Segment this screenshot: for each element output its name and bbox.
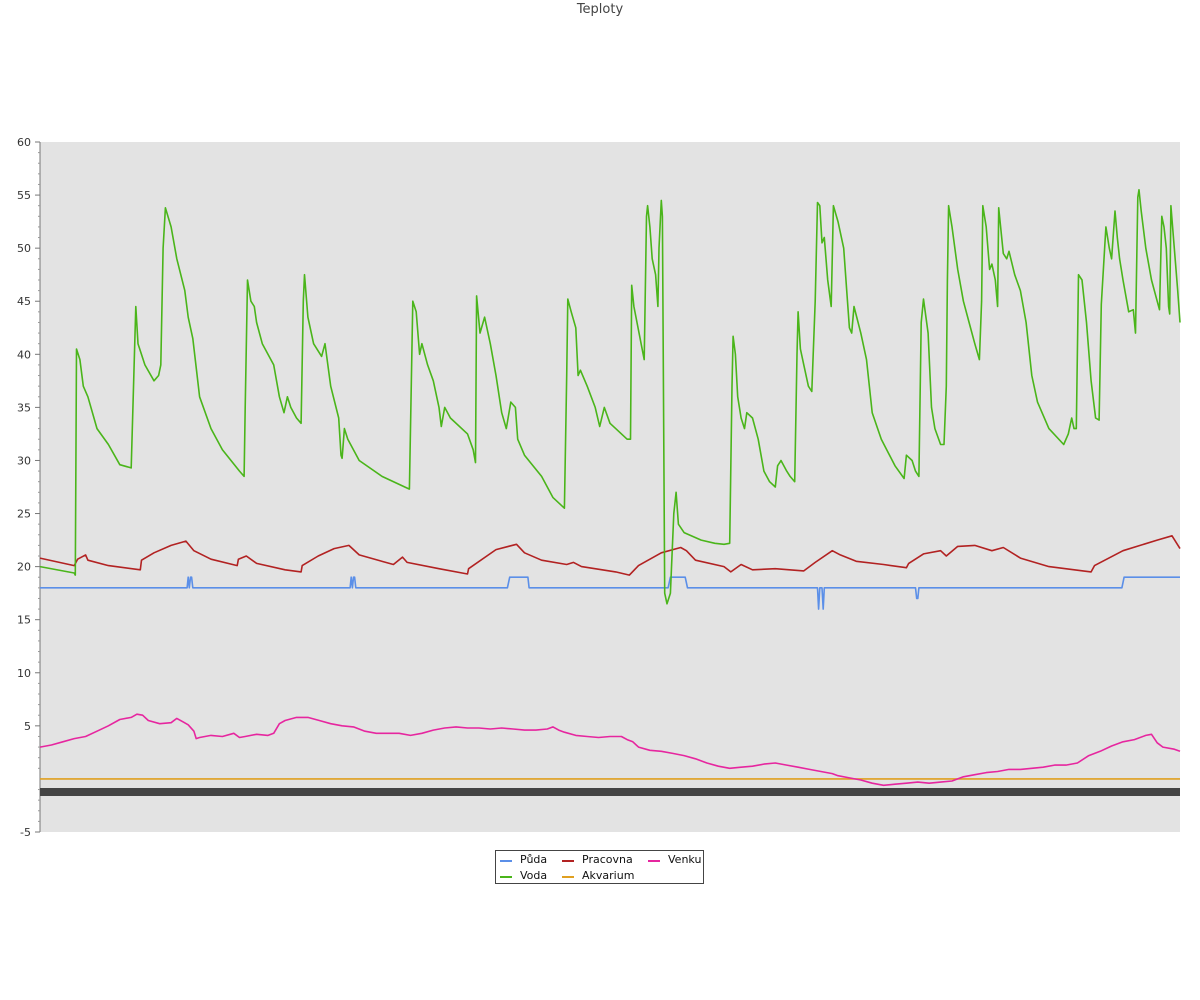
legend-label-puda: Půda <box>520 853 548 866</box>
legend-label-venku: Venku <box>668 853 702 866</box>
series-line-voda <box>39 189 1181 605</box>
x-axis <box>40 788 1180 796</box>
y-tick-label: 5 <box>24 720 31 733</box>
legend-swatch-venku <box>648 860 660 862</box>
legend-swatch-voda <box>500 876 512 878</box>
y-tick-label: 30 <box>17 454 31 467</box>
legend-label-voda: Voda <box>520 869 548 882</box>
y-axis: -5 5 10 15 20 25 30 35 40 45 50 55 60 <box>17 136 40 839</box>
chart-title: Teploty <box>576 2 624 17</box>
y-tick-label: 45 <box>17 295 31 308</box>
legend-swatch-pracovna <box>562 860 574 862</box>
y-tick-label: -5 <box>20 826 31 839</box>
legend-swatch-puda <box>500 860 512 862</box>
plot-area <box>40 142 1180 832</box>
y-tick-label: 40 <box>17 348 31 361</box>
series-line-pracovna <box>39 534 1181 576</box>
legend-swatch-akvarium <box>562 876 574 878</box>
x-axis-tick-band <box>40 788 1180 796</box>
series-layer <box>39 189 1181 787</box>
chart-legend: Půda Pracovna Venku Voda Akvarium <box>495 850 704 884</box>
y-tick-label: 20 <box>17 561 31 574</box>
legend-label-pracovna: Pracovna <box>582 853 633 866</box>
y-tick-label: 50 <box>17 242 31 255</box>
legend-label-akvarium: Akvarium <box>582 869 635 882</box>
series-line-venku <box>39 713 1181 787</box>
y-tick-label: 15 <box>17 614 31 627</box>
y-tick-label: 10 <box>17 667 31 680</box>
y-tick-label: 55 <box>17 189 31 202</box>
y-tick-label: 35 <box>17 401 31 414</box>
series-line-p-da <box>40 576 1180 610</box>
y-tick-label: 25 <box>17 508 31 521</box>
y-tick-label: 60 <box>17 136 31 149</box>
